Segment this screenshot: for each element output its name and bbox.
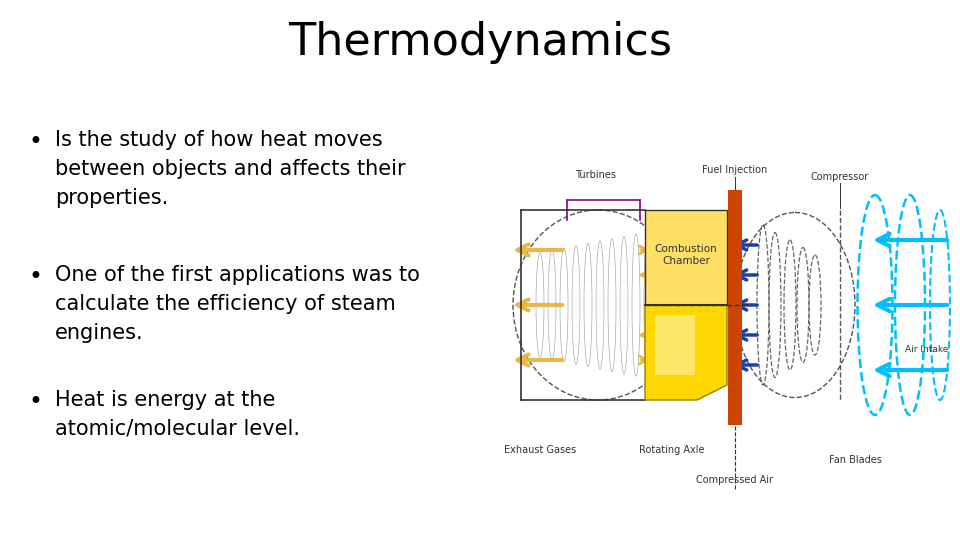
Text: Is the study of how heat moves
between objects and affects their
properties.: Is the study of how heat moves between o… [55, 130, 406, 207]
Text: Combustion
Chamber: Combustion Chamber [655, 244, 717, 266]
Text: •: • [28, 390, 42, 414]
Text: Fuel Injection: Fuel Injection [703, 165, 768, 175]
Text: Thermodynamics: Thermodynamics [288, 21, 672, 64]
Bar [728, 190, 742, 425]
Text: •: • [28, 130, 42, 154]
Text: Heat is energy at the
atomic/molecular level.: Heat is energy at the atomic/molecular l… [55, 390, 300, 439]
Text: One of the first applications was to
calculate the efficiency of steam
engines.: One of the first applications was to cal… [55, 265, 420, 342]
Text: Compressor: Compressor [811, 172, 869, 182]
Polygon shape [645, 305, 727, 400]
Text: Fan Blades: Fan Blades [828, 455, 881, 465]
Text: Rotating Axle: Rotating Axle [639, 445, 705, 455]
Text: Compressed Air: Compressed Air [697, 475, 774, 485]
Bar [645, 210, 727, 305]
Polygon shape [655, 315, 695, 375]
Text: Exhaust Gases: Exhaust Gases [504, 445, 576, 455]
Text: Turbines: Turbines [575, 170, 616, 180]
Text: •: • [28, 265, 42, 289]
Text: Air Intake: Air Intake [904, 346, 948, 354]
